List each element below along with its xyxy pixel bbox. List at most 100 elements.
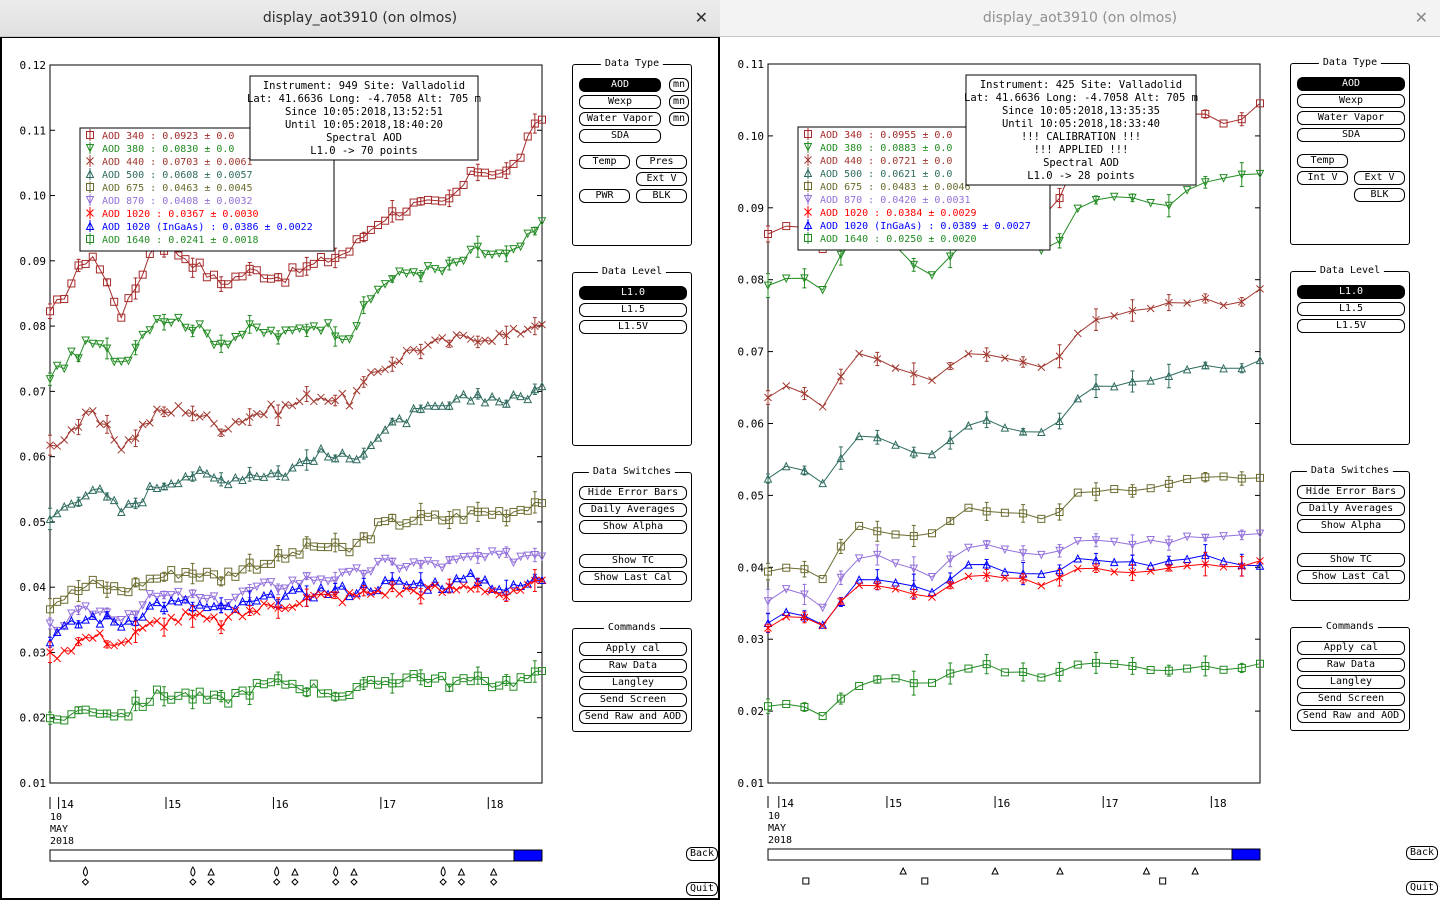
hide-error-bars-button[interactable]: Hide Error Bars — [1297, 485, 1405, 499]
daily-averages-button[interactable]: Daily Averages — [579, 503, 687, 517]
data-point — [388, 207, 397, 216]
data-point — [1092, 658, 1100, 667]
data-point — [231, 332, 240, 342]
data-point — [928, 678, 936, 687]
data-point — [181, 471, 190, 481]
wexp-button[interactable]: Wexp — [1297, 94, 1405, 108]
send-raw-and-aod-button[interactable]: Send Raw and AOD — [1297, 709, 1405, 723]
pwr-button[interactable]: PWR — [579, 189, 630, 203]
aod-mn-button[interactable]: mn — [669, 78, 690, 92]
data-point — [764, 229, 772, 238]
wexp-mn-button[interactable]: mn — [669, 95, 690, 109]
ext-v-button[interactable]: Ext V — [1354, 171, 1405, 185]
data-point — [1255, 355, 1265, 365]
temp-button[interactable]: Temp — [1297, 154, 1348, 168]
langley-button[interactable]: Langley — [1297, 675, 1405, 689]
data-point — [854, 554, 864, 564]
l10-button[interactable]: L1.0 — [579, 286, 687, 300]
data-point — [1255, 169, 1265, 179]
legend-label: AOD 1020 (InGaAs) : 0.0389 ± 0.0027 — [820, 221, 1031, 232]
data-point — [103, 640, 111, 649]
data-point — [124, 610, 133, 619]
apply-cal-button[interactable]: Apply cal — [1297, 641, 1405, 655]
close-icon[interactable]: ✕ — [1414, 8, 1428, 27]
data-point — [1219, 556, 1228, 566]
pres-button[interactable]: Pres — [636, 155, 687, 169]
data-point — [203, 614, 211, 623]
data-point — [502, 166, 511, 175]
data-point — [1055, 236, 1064, 246]
show-tc-button[interactable]: Show TC — [1297, 553, 1405, 567]
data-point — [873, 581, 882, 590]
water-vapor-button[interactable]: Water Vapor — [579, 112, 661, 126]
data-point — [836, 542, 845, 551]
blk-button[interactable]: BLK — [1354, 188, 1405, 202]
title-bar[interactable]: display_aot3910 (on olmos) ✕ — [720, 0, 1440, 37]
data-point — [338, 581, 347, 590]
x-tick-label: 16 — [275, 798, 288, 811]
send-raw-and-aod-button[interactable]: Send Raw and AOD — [579, 710, 687, 724]
aod-button[interactable]: AOD — [1297, 77, 1405, 91]
data-point — [252, 595, 262, 605]
daily-averages-button[interactable]: Daily Averages — [1297, 502, 1405, 516]
data-point — [60, 646, 69, 655]
water-vapor-button[interactable]: Water Vapor — [1297, 111, 1405, 125]
y-tick-label: 0.02 — [20, 712, 47, 725]
date-label: 2018 — [768, 835, 792, 846]
data-point — [60, 716, 69, 725]
sda-button[interactable]: SDA — [579, 129, 661, 143]
l15-button[interactable]: L1.5 — [579, 303, 687, 317]
int-v-button[interactable]: Int V — [1297, 171, 1348, 185]
l15v-button[interactable]: L1.5V — [579, 320, 687, 334]
hide-error-bars-button[interactable]: Hide Error Bars — [579, 486, 687, 500]
data-point — [323, 319, 333, 328]
aod-chart: 0.11 0.10 0.09 0.08 0.07 0.06 0.05 0.04 0.03 0.02… — [738, 58, 1265, 885]
data-point — [873, 527, 882, 536]
langley-button[interactable]: Langley — [579, 676, 687, 690]
data-point — [102, 344, 112, 354]
data-point — [352, 322, 361, 331]
legend-label: AOD 1640 : 0.0250 ± 0.0020 — [820, 234, 977, 245]
back-button[interactable]: Back — [686, 847, 718, 861]
l15-button[interactable]: L1.5 — [1297, 302, 1405, 316]
data-point — [1183, 474, 1192, 483]
send-screen-button[interactable]: Send Screen — [1297, 692, 1405, 706]
quit-button[interactable]: Quit — [686, 882, 718, 896]
close-icon[interactable]: ✕ — [694, 8, 708, 27]
apply-cal-button[interactable]: Apply cal — [579, 642, 687, 656]
sda-button[interactable]: SDA — [1297, 128, 1405, 142]
timeline-marker — [991, 866, 999, 875]
data-point — [1128, 376, 1137, 386]
info-line: L1.0 -> 28 points — [1027, 170, 1134, 182]
wexp-button[interactable]: Wexp — [579, 95, 661, 109]
data-point — [1092, 564, 1100, 573]
data-point — [302, 455, 312, 465]
title-bar[interactable]: display_aot3910 (on olmos) ✕ — [0, 0, 720, 37]
data-point — [116, 357, 126, 367]
l15v-button[interactable]: L1.5V — [1297, 319, 1405, 333]
data-point — [138, 497, 148, 507]
ext-v-button[interactable]: Ext V — [636, 172, 687, 186]
quit-button[interactable]: Quit — [1406, 881, 1438, 895]
l10-button[interactable]: L1.0 — [1297, 285, 1405, 299]
water-vapor-mn-button[interactable]: mn — [669, 112, 690, 126]
show-alpha-button[interactable]: Show Alpha — [1297, 519, 1405, 533]
data-point — [946, 517, 955, 526]
show-alpha-button[interactable]: Show Alpha — [579, 520, 687, 534]
raw-data-button[interactable]: Raw Data — [1297, 658, 1405, 672]
data-point — [59, 501, 69, 511]
data-point — [274, 604, 283, 612]
temp-button[interactable]: Temp — [579, 155, 630, 169]
data-point — [224, 613, 233, 621]
blk-button[interactable]: BLK — [636, 189, 687, 203]
send-screen-button[interactable]: Send Screen — [579, 693, 687, 707]
raw-data-button[interactable]: Raw Data — [579, 659, 687, 673]
y-tick-label: 0.04 — [738, 561, 765, 574]
data-point — [380, 280, 390, 289]
show-tc-button[interactable]: Show TC — [579, 554, 687, 568]
back-button[interactable]: Back — [1406, 846, 1438, 860]
data-point — [764, 702, 772, 711]
show-last-cal-button[interactable]: Show Last Cal — [579, 571, 687, 585]
show-last-cal-button[interactable]: Show Last Cal — [1297, 570, 1405, 584]
aod-button[interactable]: AOD — [579, 78, 661, 92]
